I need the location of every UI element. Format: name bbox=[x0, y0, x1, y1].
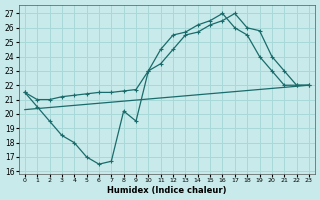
X-axis label: Humidex (Indice chaleur): Humidex (Indice chaleur) bbox=[107, 186, 227, 195]
